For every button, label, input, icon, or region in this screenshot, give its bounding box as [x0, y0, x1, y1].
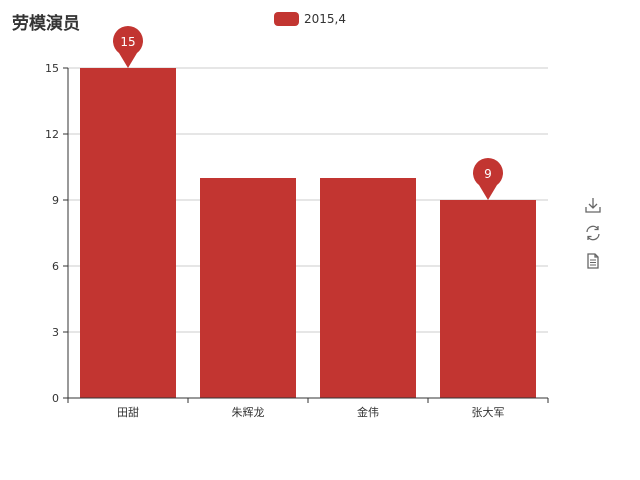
legend-item[interactable]: 2015,4 — [274, 12, 346, 26]
value-pin-marker[interactable] — [113, 26, 143, 68]
refresh-icon[interactable] — [584, 224, 602, 242]
y-tick-label: 0 — [52, 392, 59, 405]
legend-swatch — [274, 12, 299, 26]
y-tick-label: 12 — [45, 128, 59, 141]
bar[interactable] — [320, 178, 416, 398]
document-icon[interactable] — [584, 252, 602, 270]
chart-title: 劳模演员 — [12, 14, 80, 34]
value-pin-marker[interactable] — [472, 158, 503, 200]
value-pin-label: 15 — [120, 35, 135, 49]
toolbox — [584, 196, 602, 280]
x-tick-label: 田甜 — [117, 406, 139, 419]
bar[interactable] — [80, 68, 176, 398]
y-tick-label: 6 — [52, 260, 59, 273]
y-tick-label: 15 — [45, 62, 59, 75]
y-tick-label: 3 — [52, 326, 59, 339]
y-tick-label: 9 — [52, 194, 59, 207]
bar[interactable] — [440, 200, 536, 398]
bar[interactable] — [200, 178, 296, 398]
x-tick-label: 张大军 — [472, 405, 505, 419]
value-markers: 15 9 — [113, 26, 503, 200]
bars — [80, 68, 536, 398]
x-tick-label: 朱辉龙 — [232, 406, 265, 419]
value-pin-label: 9 — [484, 167, 492, 181]
axes: 0 3 6 9 12 15 田甜 朱辉龙 金伟 张大军 — [45, 62, 549, 419]
x-tick-label: 金伟 — [357, 405, 379, 419]
legend-label: 2015,4 — [304, 12, 346, 26]
download-icon[interactable] — [584, 196, 602, 214]
